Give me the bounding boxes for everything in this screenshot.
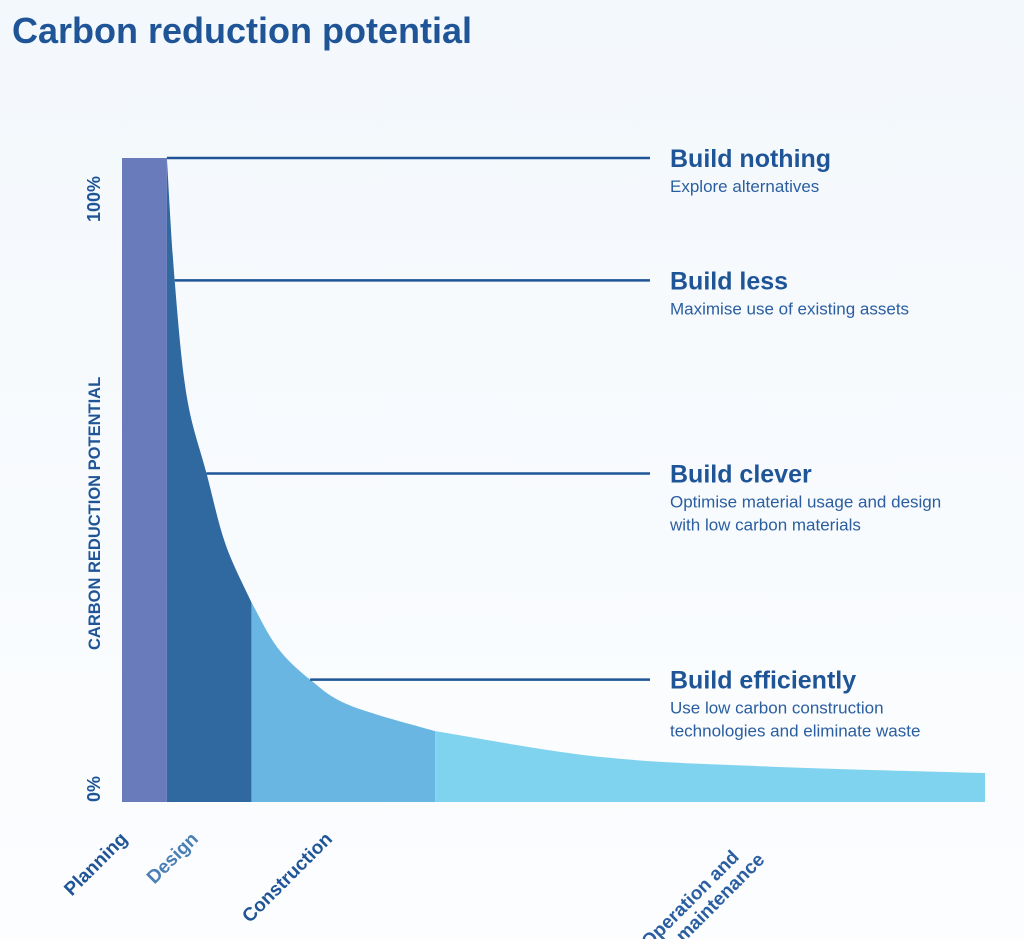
annotation-title-0: Build nothing [670,145,831,173]
annotation-title-1: Build less [670,267,788,295]
annotation-title-2: Build clever [670,461,812,489]
phase-area-1 [166,158,252,802]
chart-title: Carbon reduction potential [12,10,473,51]
x-label-line: Construction [238,829,336,927]
phase-area-2 [251,602,436,802]
phase-area-3 [435,731,985,802]
annotation-text-1: Maximise use of existing assets [670,299,909,318]
x-label-0: Planning [60,829,132,901]
phase-area-0 [122,158,167,802]
annotation-text-2: with low carbon materials [669,516,861,535]
annotation-title-3: Build efficiently [670,667,856,695]
annotation-text-3: Use low carbon construction [670,699,884,718]
annotation-text-3: technologies and eliminate waste [670,722,920,741]
annotation-text-0: Explore alternatives [670,177,819,196]
y-tick-100: 100% [84,176,104,222]
y-tick-0: 0% [84,776,104,802]
x-label-line: Planning [60,829,132,901]
x-label-1: Design [143,829,203,889]
x-label-3: Operation andmaintenance [638,835,769,939]
x-label-line: Design [143,829,203,889]
annotation-text-2: Optimise material usage and design [670,493,941,512]
y-axis-label: CARBON REDUCTION POTENTIAL [86,377,104,650]
x-label-2: Construction [238,829,336,927]
